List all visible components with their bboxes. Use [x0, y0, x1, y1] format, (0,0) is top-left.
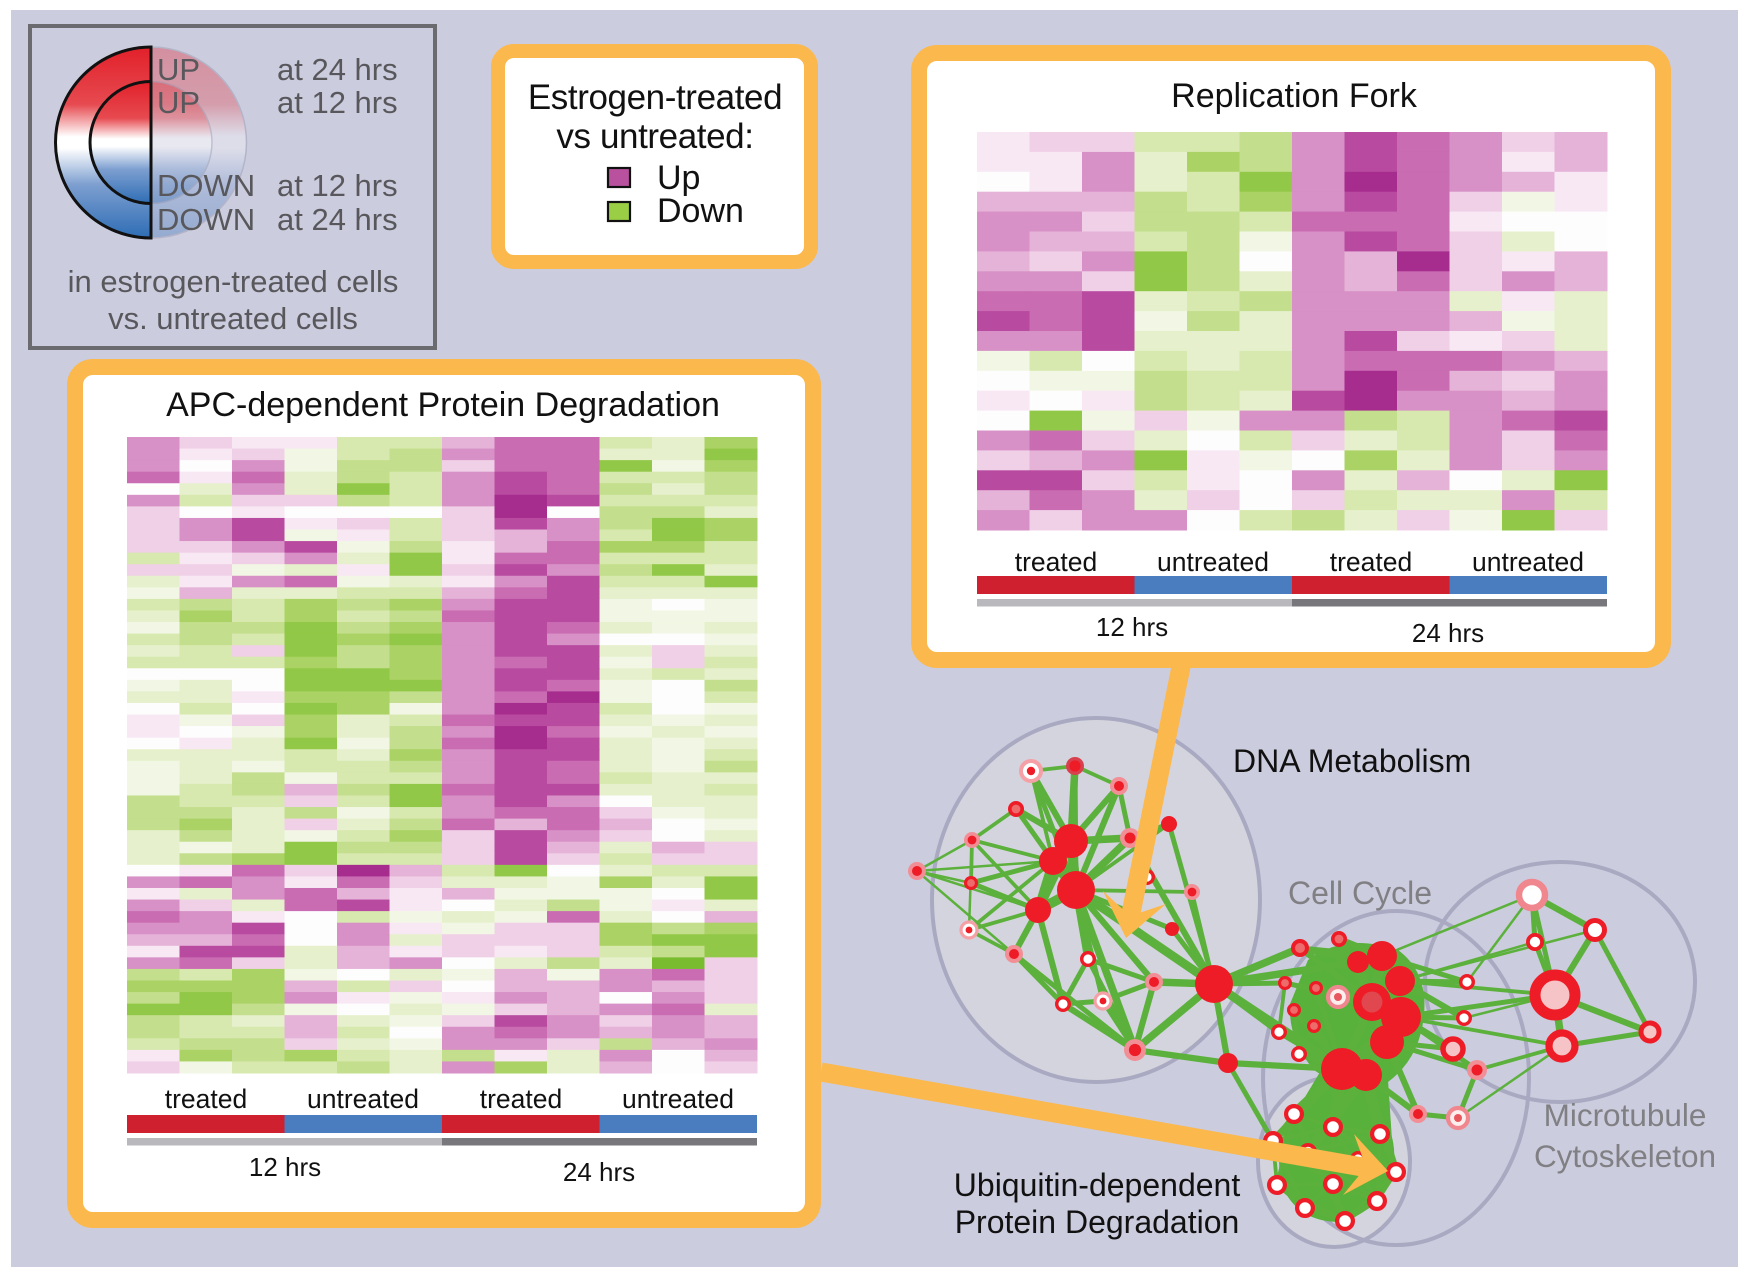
svg-text:at 12 hrs: at 12 hrs: [277, 85, 398, 120]
svg-text:DOWN: DOWN: [157, 202, 255, 237]
svg-text:12 hrs: 12 hrs: [1096, 612, 1168, 642]
svg-text:treated: treated: [1330, 547, 1413, 577]
svg-text:untreated: untreated: [307, 1084, 419, 1114]
svg-text:Protein Degradation: Protein Degradation: [955, 1204, 1240, 1240]
svg-text:Ubiquitin-dependent: Ubiquitin-dependent: [954, 1167, 1241, 1203]
svg-text:in estrogen-treated cells: in estrogen-treated cells: [68, 264, 399, 299]
svg-text:24 hrs: 24 hrs: [563, 1157, 635, 1187]
svg-text:vs. untreated cells: vs. untreated cells: [108, 301, 358, 336]
svg-text:Down: Down: [657, 192, 744, 230]
svg-text:DNA Metabolism: DNA Metabolism: [1233, 743, 1471, 779]
svg-text:UP: UP: [157, 52, 200, 87]
svg-text:treated: treated: [1015, 547, 1098, 577]
svg-text:untreated: untreated: [622, 1084, 734, 1114]
svg-text:treated: treated: [165, 1084, 248, 1114]
svg-text:Cytoskeleton: Cytoskeleton: [1534, 1138, 1716, 1174]
svg-text:treated: treated: [480, 1084, 563, 1114]
svg-text:UP: UP: [157, 85, 200, 120]
svg-text:at 12 hrs: at 12 hrs: [277, 168, 398, 203]
svg-text:Microtubule: Microtubule: [1544, 1097, 1707, 1133]
svg-text:Replication Fork: Replication Fork: [1171, 77, 1418, 115]
svg-text:at 24 hrs: at 24 hrs: [277, 202, 398, 237]
svg-text:vs untreated:: vs untreated:: [556, 117, 753, 156]
svg-text:24 hrs: 24 hrs: [1412, 618, 1484, 648]
svg-text:Cell Cycle: Cell Cycle: [1288, 875, 1432, 911]
svg-text:12 hrs: 12 hrs: [249, 1152, 321, 1182]
svg-text:APC-dependent Protein Degradat: APC-dependent Protein Degradation: [166, 386, 720, 424]
svg-text:at 24 hrs: at 24 hrs: [277, 52, 398, 87]
svg-text:Estrogen-treated: Estrogen-treated: [528, 78, 782, 117]
svg-text:Up: Up: [657, 159, 700, 197]
svg-text:DOWN: DOWN: [157, 168, 255, 203]
svg-text:untreated: untreated: [1157, 547, 1269, 577]
svg-text:untreated: untreated: [1472, 547, 1584, 577]
